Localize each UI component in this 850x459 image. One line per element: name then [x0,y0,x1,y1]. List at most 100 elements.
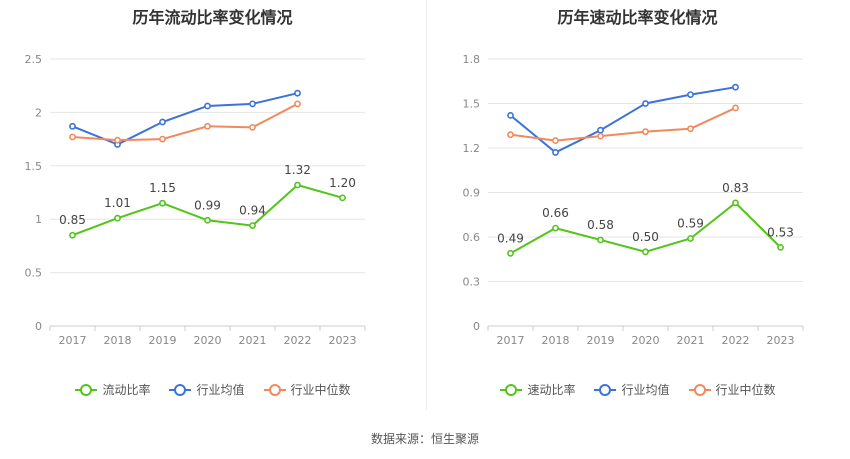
legend-label: 速动比率 [527,383,576,397]
legend-label: 行业中位数 [290,383,351,397]
x-tick-label: 2020 [194,334,222,347]
legend-marker-icon [688,383,711,396]
series-line [509,86,736,154]
data-point [597,132,604,140]
y-tick-label: 1.8 [463,53,481,66]
x-tick-label: 2023 [767,334,795,347]
y-tick-label: 1.5 [25,160,43,173]
x-tick-label: 2019 [149,334,177,347]
data-point [732,83,739,91]
data-point [204,122,211,130]
y-tick-label: 0.6 [463,231,481,244]
legend-label: 流动比率 [102,383,151,397]
x-tick-label: 2018 [104,334,132,347]
legend-item[interactable]: 行业均值 [168,381,245,398]
quick-ratio-chart: 0 0.3 0.6 0.9 1.2 1.5 1.8 2017 2018 2019 2020 2021 2… [463,53,804,347]
legend-label: 行业均值 [621,383,670,397]
data-point [294,181,301,189]
data-label: 0.99 [194,198,221,212]
data-point [687,125,694,133]
series-line [510,107,736,142]
chart-title: 历年流动比率变化情况 [132,8,293,27]
chart-legend: 速动比率 行业均值 行业中位数 [425,381,850,398]
data-point [69,133,76,141]
data-point [642,128,649,136]
data-point [114,214,121,222]
quick-ratio-chart-panel: 历年速动比率变化情况 0 0.3 0.6 0.9 1.2 1.5 1.8 2017 2018 20… [425,0,850,420]
y-tick-label: 2 [35,106,42,119]
chart-legend: 流动比率 行业均值 行业中位数 [0,381,425,398]
data-point [294,100,301,108]
data-label: 1.01 [104,196,131,210]
data-label: 0.59 [677,216,704,230]
legend-marker-icon [169,383,192,396]
y-tick-label: 0.3 [463,276,481,289]
legend-label: 行业均值 [196,383,245,397]
data-point [552,224,559,232]
x-tick-label: 2019 [587,334,615,347]
series-line [72,102,298,142]
data-point [732,104,739,112]
legend-item[interactable]: 行业中位数 [263,381,351,398]
data-point [507,111,514,119]
current-ratio-chart: 0 0.5 1 1.5 2 2.5 2017 2018 2019 2020 2021 2022 2023… [25,53,366,347]
y-tick-label: 0 [473,320,480,333]
x-tick-label: 2021 [677,334,705,347]
data-point [69,231,76,239]
data-label: 1.15 [149,181,176,195]
data-point [687,235,694,242]
x-tick-label: 2022 [284,334,312,347]
legend-label: 行业中位数 [715,383,776,397]
data-label: 0.49 [497,231,524,245]
x-tick-label: 2021 [239,334,267,347]
x-tick-label: 2023 [329,334,357,347]
data-label: 0.94 [239,204,266,218]
chart-title: 历年速动比率变化情况 [557,8,718,27]
data-point [249,222,256,230]
data-point [597,236,604,244]
x-tick-label: 2017 [497,334,525,347]
data-label: 1.32 [284,163,311,177]
legend-marker-icon [500,383,523,396]
series-line [72,92,298,146]
data-point [732,199,739,207]
data-point [114,136,121,144]
y-tick-label: 0.9 [463,187,481,200]
data-point [159,199,166,207]
legend-marker-icon [263,383,286,396]
legend-item[interactable]: 流动比率 [74,381,150,398]
data-point [69,122,76,130]
data-label: 0.53 [767,225,794,239]
y-tick-label: 1.5 [463,98,481,111]
legend-item[interactable]: 行业均值 [593,381,670,398]
data-point [777,243,784,251]
data-point [687,91,694,98]
legend-item[interactable]: 速动比率 [499,381,575,398]
data-label: 0.66 [542,206,569,220]
data-point [204,216,211,224]
legend-marker-icon [75,383,98,396]
data-point [159,118,166,126]
current-ratio-chart-panel: 历年流动比率变化情况 0 0.5 1 1.5 2 2.5 2017 2018 2019 2020 2… [0,0,425,420]
data-label: 0.83 [722,181,749,195]
data-point [642,248,649,256]
data-point [552,149,559,156]
data-point [507,249,514,257]
data-point [249,123,256,131]
data-point [294,89,301,97]
data-point [339,194,346,202]
x-tick-label: 2020 [632,334,660,347]
x-tick-label: 2022 [722,334,750,347]
data-point [642,100,649,107]
data-point [204,102,211,110]
panel-divider [426,0,427,410]
data-point [507,131,514,139]
y-tick-label: 0 [35,320,42,333]
y-tick-label: 1 [35,213,42,226]
data-point [552,137,559,144]
data-source-note: 数据来源：恒生聚源 [370,432,479,446]
legend-item[interactable]: 行业中位数 [688,381,776,398]
legend-marker-icon [594,383,617,396]
data-point [159,135,166,143]
data-point [597,126,604,134]
